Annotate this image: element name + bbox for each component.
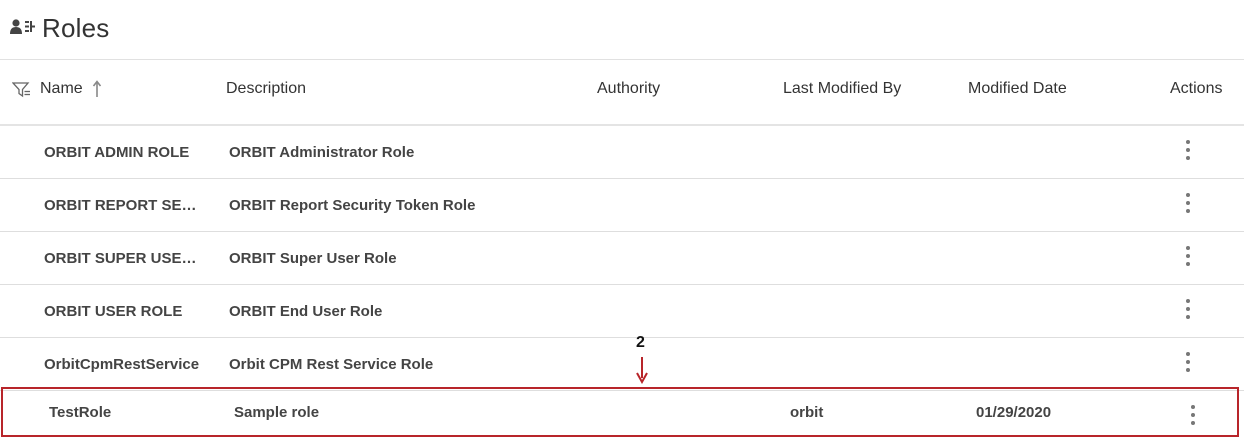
more-actions-icon[interactable]	[1176, 349, 1200, 375]
page-header: Roles	[10, 8, 109, 48]
role-description: ORBIT Super User Role	[229, 249, 397, 267]
column-header-description[interactable]: Description	[226, 80, 307, 97]
role-last-modified-by: orbit	[790, 403, 824, 421]
role-modified-date: 01/29/2020	[976, 403, 1052, 421]
role-description: Orbit CPM Rest Service Role	[229, 355, 434, 373]
more-actions-icon[interactable]	[1176, 137, 1200, 163]
header-name: Name	[11, 60, 102, 118]
column-header-authority[interactable]: Authority	[597, 80, 661, 97]
table-header: Name Description Authority Last Modified…	[0, 60, 1244, 118]
role-name: ORBIT USER ROLE	[44, 302, 183, 320]
highlighted-row-test-role[interactable]	[1, 387, 1239, 437]
column-header-name[interactable]: Name	[40, 80, 83, 97]
column-header-modified-date[interactable]: Modified Date	[968, 80, 1067, 97]
table-row[interactable]: ORBIT ADMIN ROLE ORBIT Administrator Rol…	[0, 126, 1244, 179]
table-row[interactable]: ORBIT SUPER USE… ORBIT Super User Role	[0, 232, 1244, 285]
role-name: TestRole	[49, 403, 112, 421]
filter-icon[interactable]	[11, 80, 32, 98]
title-divider	[0, 59, 1244, 60]
callout-arrow-icon	[634, 356, 650, 385]
role-description: ORBIT Report Security Token Role	[229, 196, 476, 214]
table-row[interactable]: ORBIT REPORT SE… ORBIT Report Security T…	[0, 179, 1244, 232]
role-description: Sample role	[234, 403, 320, 421]
column-header-actions: Actions	[1170, 80, 1223, 97]
role-description: ORBIT Administrator Role	[229, 143, 415, 161]
more-actions-icon[interactable]	[1176, 190, 1200, 216]
role-name: ORBIT REPORT SE…	[44, 196, 197, 214]
callout-number: 2	[636, 334, 645, 351]
role-name: OrbitCpmRestService	[44, 355, 200, 373]
more-actions-icon[interactable]	[1176, 243, 1200, 269]
sort-ascending-icon[interactable]	[92, 80, 102, 98]
column-header-last-modified-by[interactable]: Last Modified By	[783, 80, 902, 97]
role-name: ORBIT ADMIN ROLE	[44, 143, 190, 161]
table-row[interactable]: OrbitCpmRestService Orbit CPM Rest Servi…	[0, 338, 1244, 391]
users-hierarchy-icon	[10, 17, 36, 39]
more-actions-icon[interactable]	[1181, 402, 1205, 428]
role-name: ORBIT SUPER USE…	[44, 249, 197, 267]
role-description: ORBIT End User Role	[229, 302, 383, 320]
more-actions-icon[interactable]	[1176, 296, 1200, 322]
page-title: Roles	[42, 12, 110, 43]
header-divider	[0, 124, 1244, 126]
table-row[interactable]: ORBIT USER ROLE ORBIT End User Role	[0, 285, 1244, 338]
